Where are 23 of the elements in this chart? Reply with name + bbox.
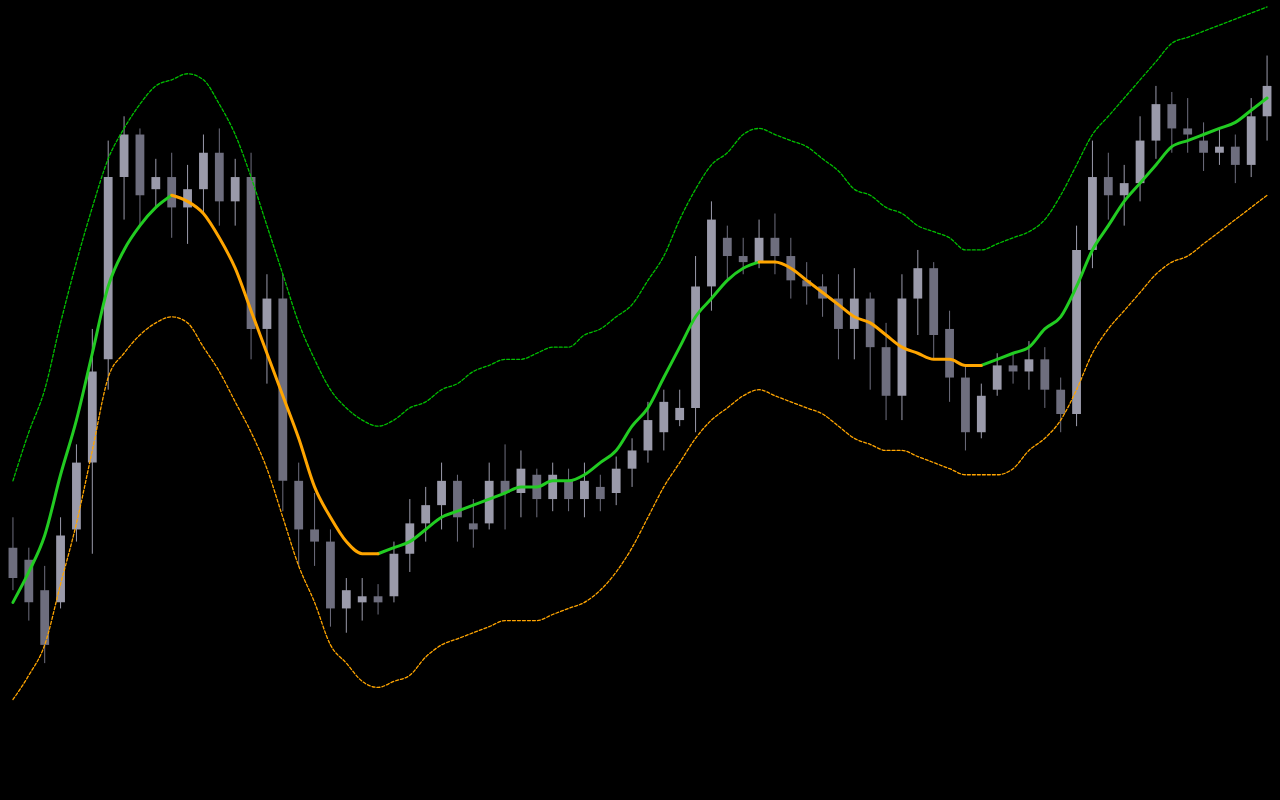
candlestick: [675, 389, 685, 427]
candlestick: [310, 492, 319, 567]
candlestick: [722, 225, 732, 281]
candlestick: [1119, 164, 1129, 227]
candlestick: [341, 577, 351, 634]
candlestick: [1215, 127, 1224, 166]
candlestick: [151, 158, 161, 208]
candlestick: [421, 486, 431, 543]
candlestick: [468, 498, 478, 549]
candlestick: [595, 474, 605, 512]
candlestick: [738, 237, 748, 275]
candlestick: [770, 213, 780, 275]
candlestick: [627, 437, 637, 488]
candlestick: [580, 462, 589, 518]
candlestick: [357, 577, 367, 622]
candlestick: [1103, 152, 1113, 221]
candlestick: [373, 583, 383, 616]
candlestick: [1183, 97, 1193, 154]
candlestick: [1008, 352, 1018, 385]
candlestick: [564, 468, 573, 512]
candlestick: [1199, 121, 1208, 172]
candlestick: [1230, 134, 1240, 184]
candlestick: [1024, 340, 1034, 391]
